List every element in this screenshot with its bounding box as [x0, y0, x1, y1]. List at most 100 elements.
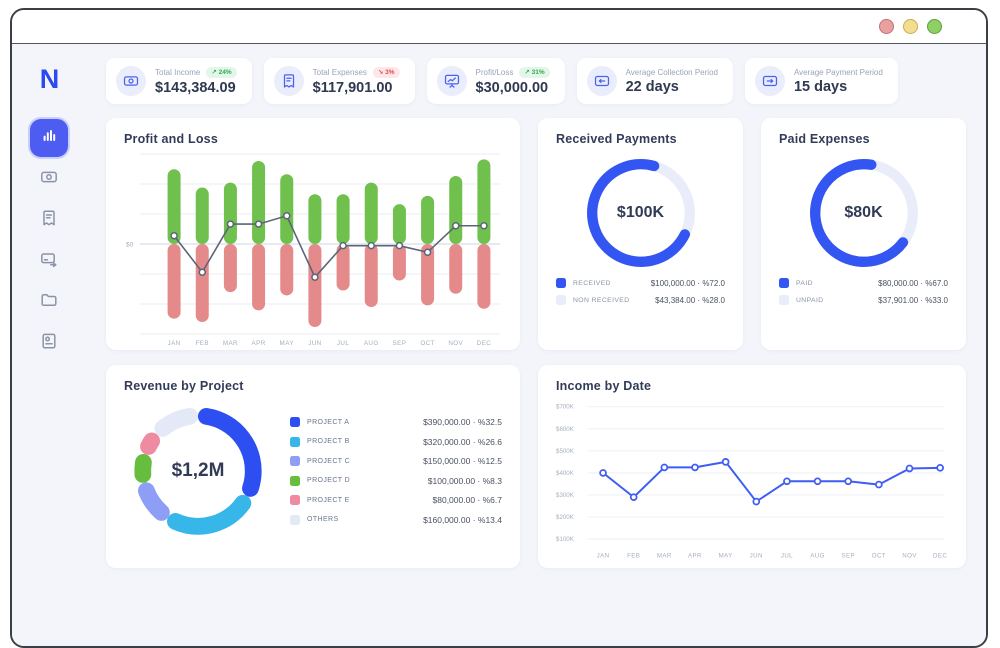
legend-label: UNPAID: [796, 296, 824, 304]
stat-label: Average Collection Period: [625, 67, 718, 77]
legend-value: $150,000.00 · %12.5: [423, 456, 502, 467]
legend-row: UNPAID $37,901.00 · %33.0: [779, 295, 948, 305]
sidebar-item-receipt[interactable]: [30, 201, 68, 239]
profit-loss-chart: $0 JAN FEB MAR APR MAY JUN JUL AUG SEP OCT NOV DEC: [126, 153, 500, 347]
panel-title: Received Payments: [556, 132, 677, 146]
legend-label: PROJECT D: [307, 477, 351, 485]
folder-icon: [39, 290, 59, 315]
legend-value: $100,000.00 · %8.3: [427, 475, 502, 486]
stat-value: $117,901.00: [312, 79, 393, 96]
bar-chart-icon: [39, 126, 59, 151]
svg-text:FEB: FEB: [627, 553, 640, 560]
revenue-donut: $1,2M: [124, 397, 272, 545]
stats-row: Total Income ↗ 24% $143,384.09 Total Expe…: [106, 58, 966, 104]
legend-row: NON RECEIVED $43,384.00 · %28.0: [556, 295, 725, 305]
minimize-button[interactable]: [903, 19, 918, 34]
income-by-date-chart: $700K $600K $500K $400K $300K $200K $100K JAN FE…: [556, 404, 947, 560]
banknote-icon: [39, 167, 59, 192]
banknote-icon: [116, 66, 146, 96]
svg-text:JAN: JAN: [597, 553, 610, 560]
stat-label: Total Expenses: [312, 67, 367, 77]
svg-text:AUG: AUG: [364, 340, 379, 347]
sidebar: N: [12, 44, 86, 646]
stat-label: Total Income: [155, 67, 201, 77]
maximize-button[interactable]: [927, 19, 942, 34]
legend-row: RECEIVED $100,000.00 · %72.0: [556, 278, 725, 288]
legend-label: PROJECT B: [307, 438, 350, 446]
legend-value: $160,000.00 · %13.4: [423, 514, 502, 525]
donut-center-value: $80K: [844, 204, 883, 221]
card-transfer-icon: [39, 249, 59, 274]
income-by-date-panel: Income by Date $700K $600K $500K $400K $300K…: [538, 365, 966, 568]
received-legend: RECEIVED $100,000.00 · %72.0 NON RECEIVED $…: [556, 278, 725, 305]
legend-swatch: [779, 295, 789, 305]
legend-row: PROJECT D $100,000.00 · %8.3: [290, 475, 502, 486]
received-donut: $100K: [580, 152, 702, 274]
svg-text:AUG: AUG: [810, 553, 825, 560]
paid-donut: $80K: [803, 152, 925, 274]
svg-text:$100K: $100K: [556, 536, 575, 543]
sidebar-item-id-card[interactable]: [30, 324, 68, 362]
legend-label: OTHERS: [307, 516, 339, 524]
legend-swatch: [290, 417, 300, 428]
stat-card-profit-loss: Profit/Loss ↗ 31% $30,000.00: [426, 58, 565, 104]
stat-value: 15 days: [793, 78, 848, 95]
svg-text:NOV: NOV: [448, 340, 463, 347]
svg-text:$400K: $400K: [556, 470, 575, 477]
svg-text:APR: APR: [688, 553, 702, 560]
legend-row: PROJECT B $320,000.00 · %26.6: [290, 436, 502, 447]
stat-card-total-expenses: Total Expenses ↘ 3% $117,901.00: [263, 58, 415, 104]
svg-text:DEC: DEC: [477, 340, 492, 347]
dashboard-main: Total Income ↗ 24% $143,384.09 Total Expe…: [86, 44, 986, 646]
donut-center-value: $100K: [616, 204, 665, 221]
stat-value: 22 days: [625, 78, 679, 95]
stat-card-avg-payment: Average Payment Period 15 days: [744, 58, 898, 104]
svg-text:$300K: $300K: [556, 492, 575, 499]
panel-title: Profit and Loss: [124, 132, 218, 146]
svg-text:OCT: OCT: [872, 553, 886, 560]
legend-value: $80,000.00 · %67.0: [878, 278, 948, 288]
sidebar-item-folder[interactable]: [30, 283, 68, 321]
donut-center-value: $1,2M: [171, 460, 225, 481]
presentation-chart-icon: [436, 66, 467, 96]
svg-text:$0: $0: [126, 242, 134, 249]
svg-text:NOV: NOV: [902, 553, 917, 560]
legend-swatch: [290, 456, 300, 467]
svg-text:MAR: MAR: [657, 553, 672, 560]
legend-swatch: [290, 495, 300, 506]
legend-swatch: [779, 278, 789, 288]
title-bar: [12, 10, 986, 44]
panel-title: Paid Expenses: [779, 132, 870, 146]
revenue-donut-chart: [134, 407, 262, 535]
card-arrow-out-icon: [754, 66, 785, 96]
svg-text:$500K: $500K: [556, 448, 575, 455]
app-logo: N: [39, 64, 59, 94]
legend-swatch: [290, 436, 300, 447]
sidebar-item-bar-chart[interactable]: [30, 119, 68, 157]
svg-text:JUN: JUN: [750, 553, 763, 560]
sidebar-item-card-transfer[interactable]: [30, 242, 68, 280]
svg-text:JUN: JUN: [308, 340, 321, 347]
legend-value: $80,000.00 · %6.7: [432, 495, 502, 506]
legend-value: $37,901.00 · %33.0: [878, 295, 948, 305]
svg-text:APR: APR: [252, 340, 266, 347]
legend-row: PROJECT C $150,000.00 · %12.5: [290, 456, 502, 467]
close-button[interactable]: [879, 19, 894, 34]
legend-value: $320,000.00 · %26.6: [423, 436, 502, 447]
trend-badge: ↗ 31%: [519, 66, 550, 78]
svg-text:$600K: $600K: [556, 426, 575, 433]
panel-title: Revenue by Project: [124, 379, 244, 393]
svg-text:$200K: $200K: [556, 514, 575, 521]
legend-row: PAID $80,000.00 · %67.0: [779, 278, 948, 288]
legend-label: NON RECEIVED: [573, 296, 630, 304]
sidebar-item-banknote[interactable]: [30, 160, 68, 198]
legend-row: PROJECT E $80,000.00 · %6.7: [290, 495, 502, 506]
received-donut-chart: [586, 159, 695, 267]
stat-card-avg-collection: Average Collection Period 22 days: [576, 58, 733, 104]
svg-text:MAY: MAY: [719, 553, 733, 560]
legend-row: PROJECT A $390,000.00 · %32.5: [290, 417, 502, 428]
legend-label: PROJECT C: [307, 457, 351, 465]
legend-value: $43,384.00 · %28.0: [655, 295, 725, 305]
stat-card-total-income: Total Income ↗ 24% $143,384.09: [106, 58, 252, 104]
svg-text:JUL: JUL: [337, 340, 349, 347]
